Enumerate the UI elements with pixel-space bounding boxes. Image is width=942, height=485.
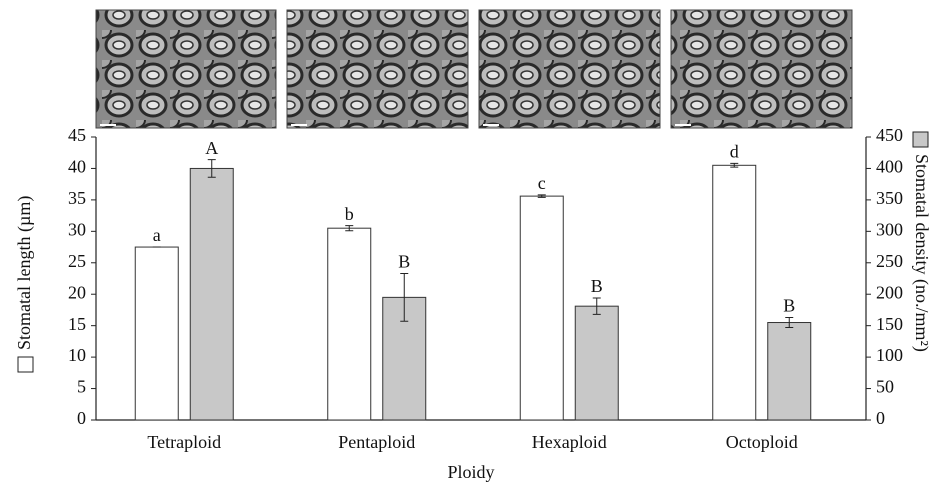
significance-letter: A <box>205 138 218 158</box>
y2-tick-label: 50 <box>876 377 894 397</box>
error-bar <box>537 194 546 198</box>
y2-tick-label: 350 <box>876 188 903 208</box>
error-bar <box>592 297 601 315</box>
bar <box>327 227 372 421</box>
y-tick-label: 40 <box>68 157 86 177</box>
y2-tick-label: 100 <box>876 345 903 365</box>
y2-axis-label: Stomatal density (no./mm²) <box>911 154 932 352</box>
y-tick-label: 0 <box>77 408 86 428</box>
significance-letter: B <box>398 252 410 272</box>
y2-tick-label: 0 <box>876 408 885 428</box>
x-tick-label: Tetraploid <box>147 432 221 452</box>
error-bar <box>207 159 216 178</box>
y-tick-label: 35 <box>68 188 86 208</box>
bar <box>574 305 619 421</box>
y-tick-label: 20 <box>68 282 86 302</box>
bar <box>189 167 234 421</box>
y2-axis-legend: Stomatal density (no./mm²) <box>911 131 932 352</box>
y-tick-label: 5 <box>77 377 86 397</box>
significance-letter: a <box>153 225 161 245</box>
y2-tick-label: 250 <box>876 251 903 271</box>
significance-letter: b <box>345 204 354 224</box>
bar <box>712 164 757 421</box>
legend-swatch <box>17 356 34 373</box>
bar <box>767 322 812 421</box>
y-tick-label: 25 <box>68 251 86 271</box>
y2-tick-label: 300 <box>876 219 903 239</box>
bar <box>134 246 179 421</box>
x-tick-label: Octoploid <box>726 432 798 452</box>
significance-letter: B <box>591 276 603 296</box>
y2-tick-label: 200 <box>876 282 903 302</box>
micrograph <box>286 9 469 129</box>
y2-tick-label: 450 <box>876 125 903 145</box>
micrograph <box>478 9 661 129</box>
significance-letter: B <box>783 296 795 316</box>
x-axis-label: Ploidy <box>447 462 494 482</box>
significance-letter: d <box>730 142 739 162</box>
y-axis-legend: Stomatal length (µm) <box>14 196 35 373</box>
y-tick-label: 45 <box>68 125 86 145</box>
y2-tick-label: 150 <box>876 314 903 334</box>
x-tick-label: Hexaploid <box>532 432 607 452</box>
y-tick-label: 15 <box>68 314 86 334</box>
micrograph <box>670 9 853 129</box>
bar <box>519 195 564 421</box>
micrographs <box>95 9 853 129</box>
y-axis-label: Stomatal length (µm) <box>14 196 35 350</box>
y2-tick-label: 400 <box>876 157 903 177</box>
micrograph <box>95 9 277 129</box>
y-tick-label: 10 <box>68 345 86 365</box>
error-bar <box>345 225 354 232</box>
error-bar <box>730 162 739 168</box>
legend-swatch <box>912 131 929 148</box>
x-tick-label: Pentaploid <box>338 432 415 452</box>
significance-letter: c <box>538 173 546 193</box>
error-bar <box>785 316 794 329</box>
error-bar <box>400 272 409 322</box>
y-tick-label: 30 <box>68 219 86 239</box>
